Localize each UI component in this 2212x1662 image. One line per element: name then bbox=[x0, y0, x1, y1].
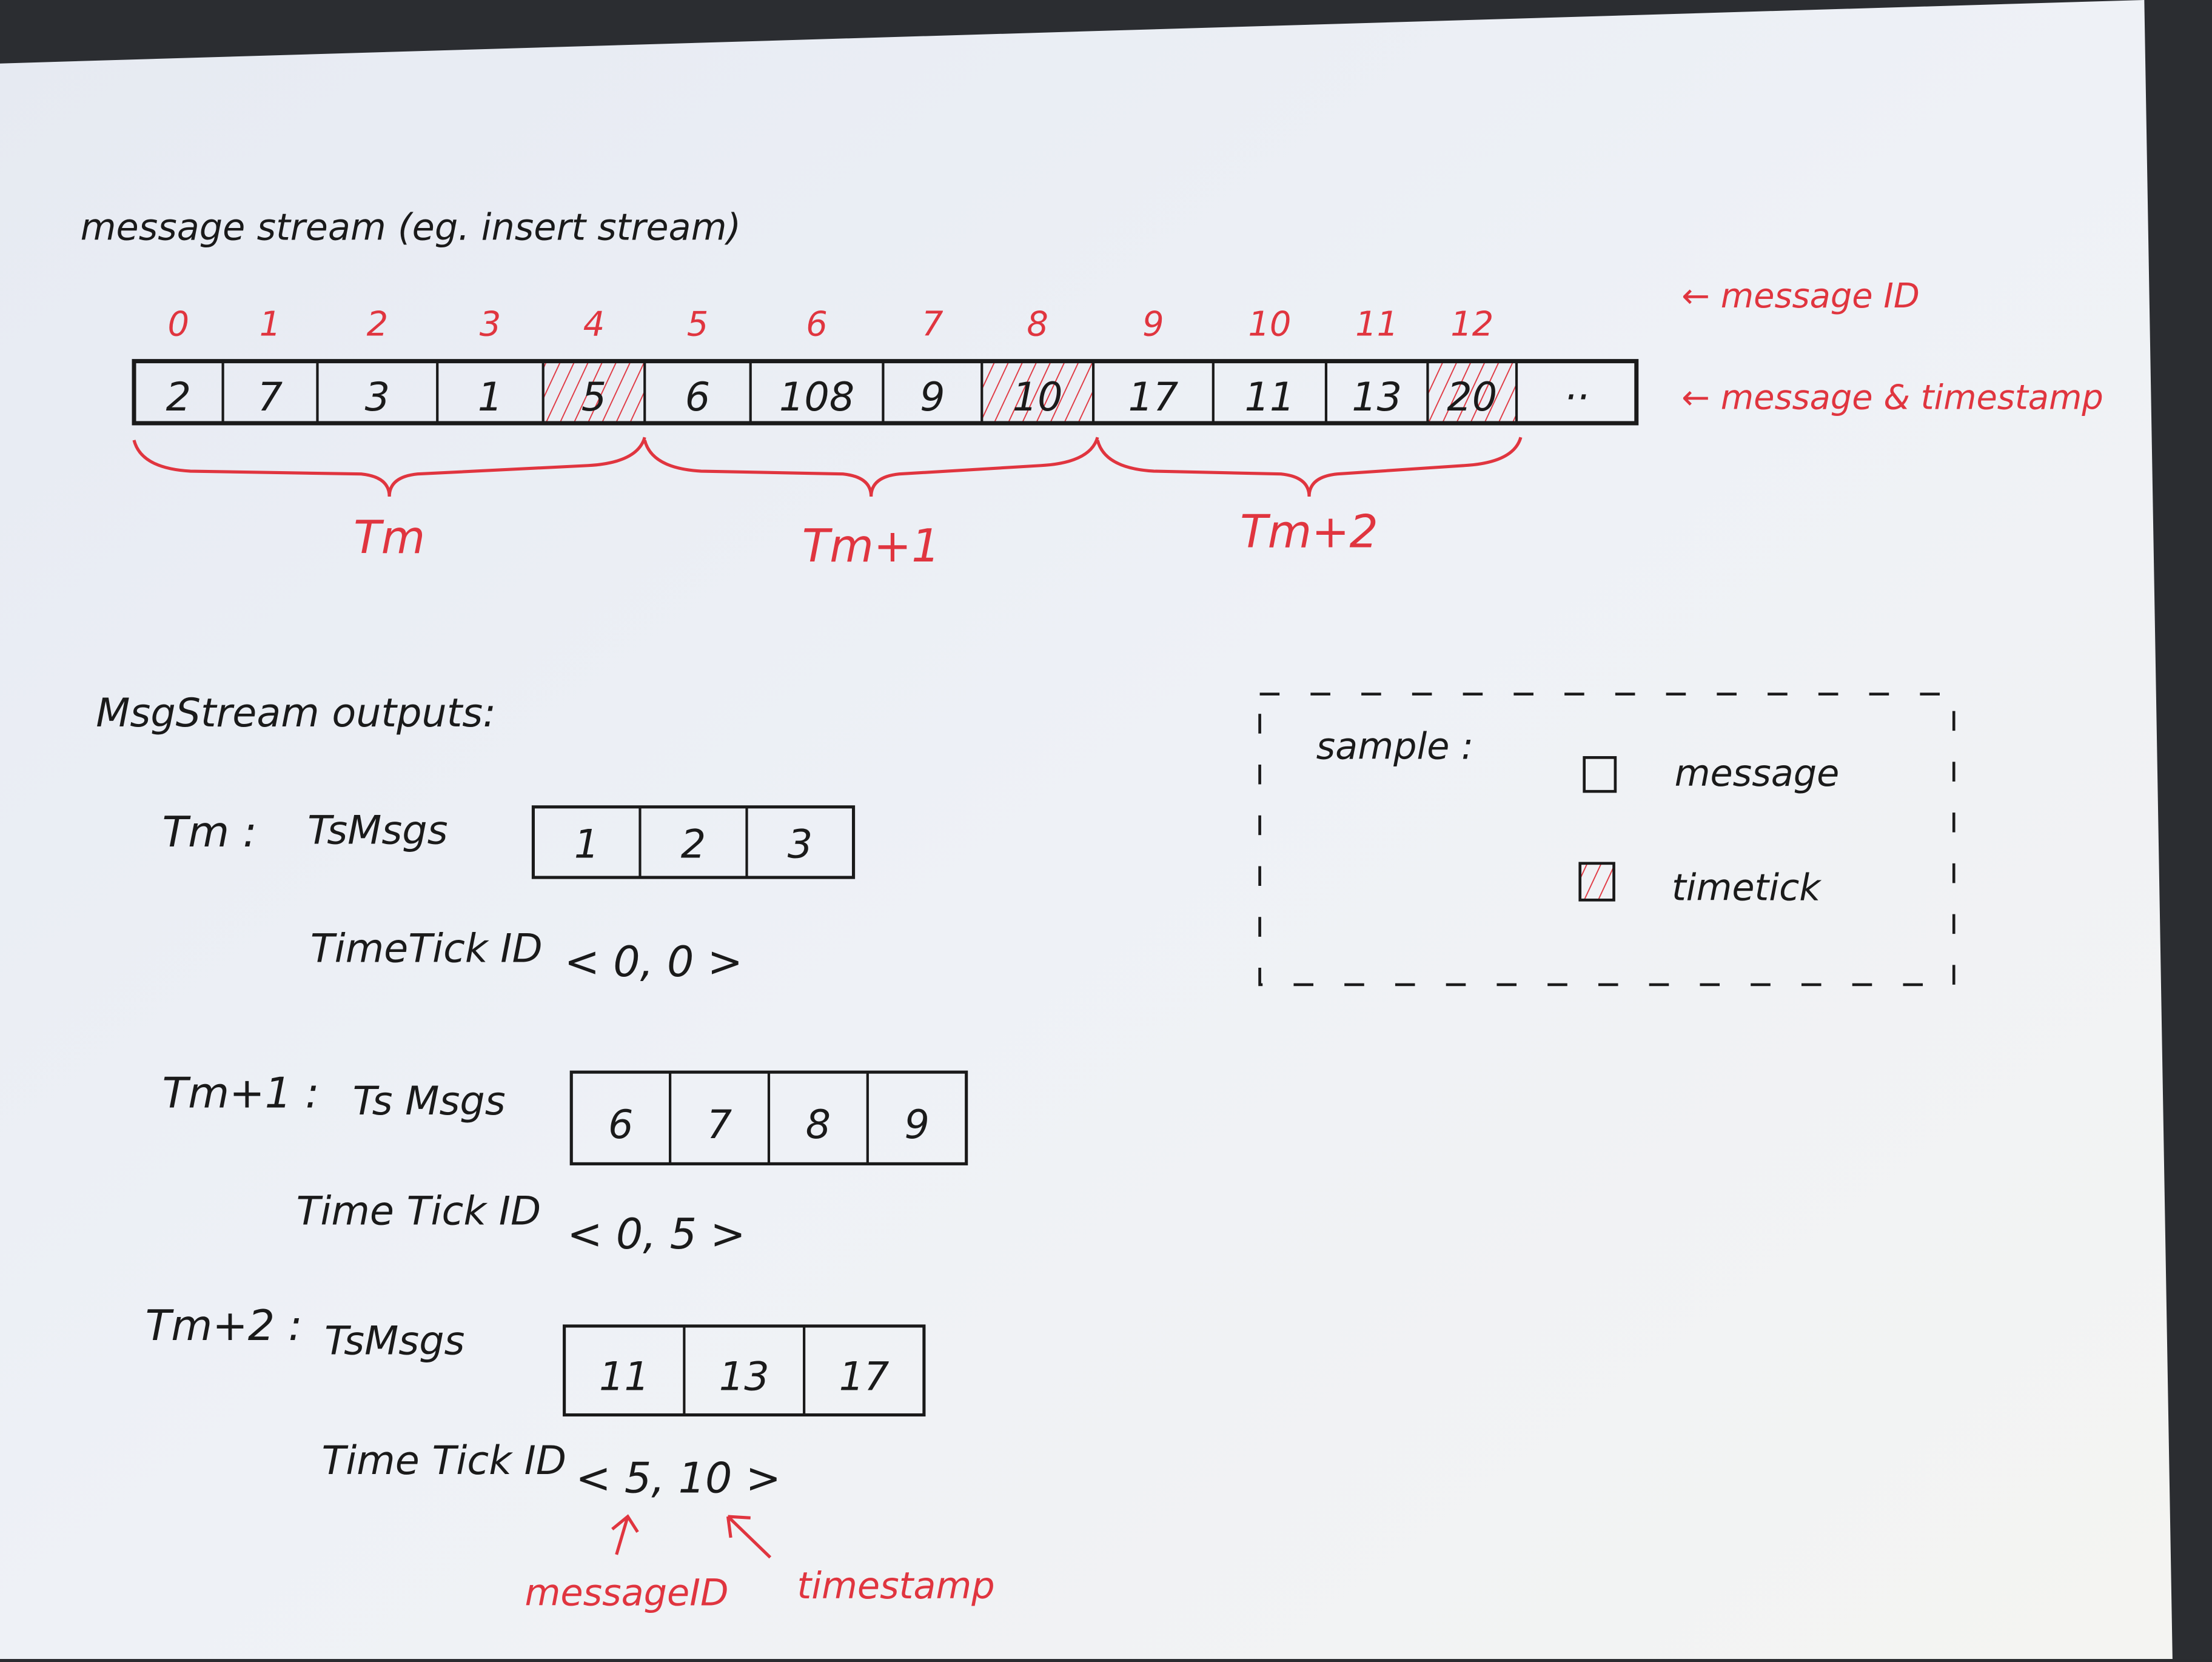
legend-label-message: message bbox=[1675, 752, 1840, 795]
message-cell: 2 bbox=[681, 822, 706, 868]
annotation-message-id: messageID bbox=[525, 1572, 728, 1615]
period-brace bbox=[132, 437, 646, 497]
message-stream: 2 7 3 1 5 6 108 9 10 17 11 13 20 ·· bbox=[132, 359, 1639, 426]
ts-msgs-label: TsMsgs bbox=[324, 1318, 464, 1364]
message-timestamp: 17 bbox=[1128, 375, 1179, 420]
message-id: 3 bbox=[480, 305, 501, 344]
message-cell: 11 bbox=[599, 1354, 649, 1399]
period-label: Tm+1 bbox=[802, 520, 940, 572]
diagram-title: message stream (eg. insert stream) bbox=[81, 207, 742, 249]
message-cell: 7 bbox=[707, 1102, 732, 1148]
empty-square-icon bbox=[1583, 756, 1617, 793]
period-brace bbox=[643, 437, 1099, 497]
message-timestamp: ·· bbox=[1564, 375, 1589, 420]
message-timestamp: 5 bbox=[581, 375, 606, 420]
message-id: 1 bbox=[260, 305, 281, 344]
timetick-id-value: < 0, 5 > bbox=[567, 1210, 745, 1259]
message-timestamp: 13 bbox=[1352, 375, 1402, 420]
timetick-hatch bbox=[982, 361, 1094, 423]
ts-msgs-box-outline bbox=[563, 1324, 926, 1417]
message-id: 10 bbox=[1248, 305, 1291, 344]
label-message-id: ← message ID bbox=[1681, 276, 1920, 316]
timetick-id-label: Time Tick ID bbox=[297, 1188, 541, 1234]
timetick-hatch bbox=[1427, 361, 1517, 423]
ts-msgs-box bbox=[569, 1070, 968, 1165]
timetick-hatch bbox=[543, 361, 645, 423]
arrow-up-icon bbox=[611, 1514, 639, 1555]
message-id: 4 bbox=[583, 305, 605, 344]
timetick-id-label: Time Tick ID bbox=[321, 1438, 566, 1484]
period-name: Tm : bbox=[163, 808, 257, 857]
message-id: 8 bbox=[1027, 305, 1048, 344]
ts-msgs-box bbox=[531, 805, 856, 879]
label-message-timestamp: ← message & timestamp bbox=[1681, 378, 2103, 418]
period-brace bbox=[1096, 437, 1523, 497]
timetick-id-value: < 5, 10 > bbox=[575, 1453, 781, 1503]
legend-box bbox=[1258, 692, 1956, 987]
message-cell: 9 bbox=[905, 1102, 930, 1148]
message-id: 7 bbox=[922, 305, 943, 344]
message-timestamp: 1 bbox=[478, 375, 503, 420]
message-timestamp: 7 bbox=[258, 375, 283, 420]
message-cell: 6 bbox=[608, 1102, 633, 1148]
arrow-up-left-icon bbox=[726, 1515, 772, 1559]
message-timestamp: 2 bbox=[166, 375, 191, 420]
message-cell: 13 bbox=[719, 1354, 769, 1399]
message-cell: 8 bbox=[806, 1102, 831, 1148]
message-timestamp: 3 bbox=[365, 375, 390, 420]
period-label: Tm bbox=[354, 511, 425, 564]
message-id: 5 bbox=[687, 305, 709, 344]
period-name: Tm+1 : bbox=[163, 1068, 320, 1117]
timetick-id-value: < 0, 0 > bbox=[565, 937, 743, 987]
message-id: 6 bbox=[806, 305, 828, 344]
ts-msgs-box bbox=[563, 1324, 926, 1417]
message-timestamp: 108 bbox=[779, 375, 854, 420]
message-id: 9 bbox=[1142, 305, 1164, 344]
message-timestamp: 20 bbox=[1447, 375, 1497, 420]
legend-label-timetick: timetick bbox=[1672, 866, 1822, 909]
ts-msgs-label: Ts Msgs bbox=[353, 1079, 506, 1124]
outputs-heading: MsgStream outputs: bbox=[96, 691, 496, 736]
message-id: 12 bbox=[1450, 305, 1493, 344]
timetick-id-label: TimeTick ID bbox=[310, 926, 543, 972]
message-id: 0 bbox=[168, 305, 190, 344]
message-timestamp: 10 bbox=[1013, 375, 1063, 420]
legend-title: sample : bbox=[1316, 726, 1473, 768]
message-id: 11 bbox=[1355, 305, 1398, 344]
message-cell: 17 bbox=[839, 1354, 890, 1399]
period-label: Tm+2 bbox=[1240, 506, 1378, 558]
hatched-square-icon bbox=[1578, 862, 1615, 902]
message-cell: 3 bbox=[788, 822, 813, 868]
ts-msgs-label: TsMsgs bbox=[307, 808, 447, 853]
period-name: Tm+2 : bbox=[146, 1301, 303, 1350]
legend-dashed-border bbox=[1258, 692, 1956, 987]
message-id: 2 bbox=[367, 305, 389, 344]
stream-outline bbox=[132, 359, 1639, 426]
ts-msgs-box-outline bbox=[531, 805, 856, 879]
message-timestamp: 9 bbox=[920, 375, 945, 420]
message-timestamp: 6 bbox=[685, 375, 710, 420]
message-cell: 1 bbox=[574, 822, 599, 868]
annotation-timestamp: timestamp bbox=[797, 1565, 994, 1607]
message-timestamp: 11 bbox=[1244, 375, 1295, 420]
